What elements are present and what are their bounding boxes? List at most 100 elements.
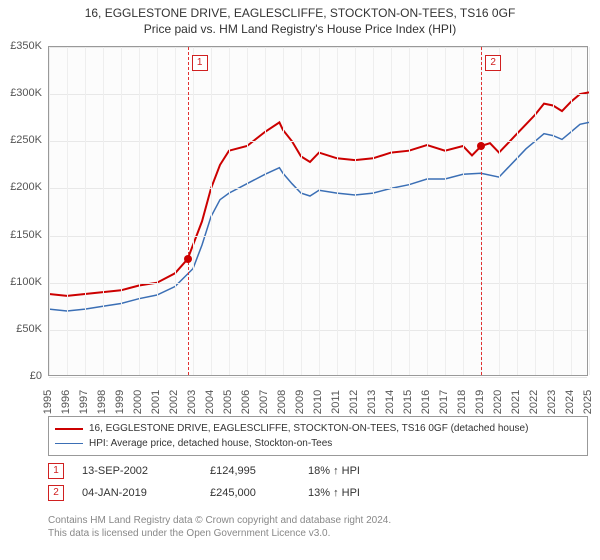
gridline-v [193, 47, 194, 375]
sale-date: 04-JAN-2019 [82, 487, 192, 499]
y-axis-label: £250K [10, 134, 42, 146]
x-axis-label: 2013 [366, 390, 378, 414]
y-axis-label: £150K [10, 229, 42, 241]
gridline-v [589, 47, 590, 375]
x-axis-label: 2015 [402, 390, 414, 414]
x-axis-label: 2017 [438, 390, 450, 414]
gridline-h [49, 188, 587, 189]
x-axis-label: 2016 [420, 390, 432, 414]
gridline-v [265, 47, 266, 375]
gridline-v [337, 47, 338, 375]
sale-row: 2 04-JAN-2019 £245,000 13% ↑ HPI [48, 482, 588, 504]
sale-row-marker: 2 [48, 485, 64, 501]
gridline-v [49, 47, 50, 375]
x-axis-label: 2018 [456, 390, 468, 414]
x-axis-label: 2004 [204, 390, 216, 414]
sales-table: 1 13-SEP-2002 £124,995 18% ↑ HPI 2 04-JAN-201… [48, 460, 588, 504]
y-axis-label: £350K [10, 40, 42, 52]
title-address: 16, EGGLESTONE DRIVE, EAGLESCLIFFE, STOC… [10, 6, 590, 20]
gridline-v [463, 47, 464, 375]
chart-title-block: 16, EGGLESTONE DRIVE, EAGLESCLIFFE, STOC… [0, 0, 600, 38]
gridline-v [121, 47, 122, 375]
x-axis-label: 2009 [294, 390, 306, 414]
sale-price: £124,995 [210, 465, 290, 477]
y-axis-label: £0 [30, 370, 42, 382]
gridline-h [49, 283, 587, 284]
plot-region: 12 [48, 46, 588, 376]
footer-line2: This data is licensed under the Open Gov… [48, 527, 588, 540]
gridline-v [445, 47, 446, 375]
gridline-v [67, 47, 68, 375]
x-axis-label: 2022 [528, 390, 540, 414]
legend-swatch [55, 443, 83, 444]
legend-swatch [55, 428, 83, 430]
x-axis-label: 2023 [546, 390, 558, 414]
gridline-v [409, 47, 410, 375]
x-axis-label: 2002 [168, 390, 180, 414]
gridline-v [139, 47, 140, 375]
gridline-v [85, 47, 86, 375]
gridline-v [535, 47, 536, 375]
gridline-v [499, 47, 500, 375]
gridline-v [517, 47, 518, 375]
y-axis-label: £200K [10, 181, 42, 193]
x-axis-label: 2003 [186, 390, 198, 414]
x-axis-label: 2024 [564, 390, 576, 414]
x-axis-label: 2011 [330, 390, 342, 414]
y-axis-label: £50K [16, 323, 42, 335]
x-axis-label: 2005 [222, 390, 234, 414]
gridline-h [49, 141, 587, 142]
sale-marker-box: 1 [192, 55, 208, 71]
gridline-v [103, 47, 104, 375]
sale-row-marker: 1 [48, 463, 64, 479]
gridline-h [49, 47, 587, 48]
sale-pct: 13% ↑ HPI [308, 487, 408, 499]
sale-marker-dot [184, 255, 192, 263]
x-axis-label: 2008 [276, 390, 288, 414]
title-subtitle: Price paid vs. HM Land Registry's House … [10, 22, 590, 36]
gridline-v [319, 47, 320, 375]
legend-label: 16, EGGLESTONE DRIVE, EAGLESCLIFFE, STOC… [89, 423, 528, 434]
gridline-v [373, 47, 374, 375]
x-axis-label: 1999 [114, 390, 126, 414]
legend-label: HPI: Average price, detached house, Stoc… [89, 438, 332, 449]
gridline-v [157, 47, 158, 375]
x-axis-label: 2019 [474, 390, 486, 414]
gridline-v [391, 47, 392, 375]
gridline-h [49, 377, 587, 378]
x-axis-label: 1995 [42, 390, 54, 414]
gridline-h [49, 236, 587, 237]
x-axis-label: 1998 [96, 390, 108, 414]
gridline-h [49, 330, 587, 331]
sale-marker-box: 2 [485, 55, 501, 71]
sale-marker-dot [477, 142, 485, 150]
gridline-v [571, 47, 572, 375]
legend-row: 16, EGGLESTONE DRIVE, EAGLESCLIFFE, STOC… [55, 421, 581, 436]
gridline-v [355, 47, 356, 375]
gridline-v [175, 47, 176, 375]
gridline-h [49, 94, 587, 95]
x-axis-label: 2014 [384, 390, 396, 414]
y-axis-label: £300K [10, 87, 42, 99]
gridline-v [211, 47, 212, 375]
x-axis-label: 2000 [132, 390, 144, 414]
gridline-v [553, 47, 554, 375]
legend-row: HPI: Average price, detached house, Stoc… [55, 436, 581, 451]
chart-area: 12 £0£50K£100K£150K£200K£250K£300K£350K1… [48, 46, 588, 376]
x-axis-label: 2006 [240, 390, 252, 414]
sale-pct: 18% ↑ HPI [308, 465, 408, 477]
x-axis-label: 1996 [60, 390, 72, 414]
sale-marker-line [481, 47, 482, 375]
gridline-v [229, 47, 230, 375]
sale-row: 1 13-SEP-2002 £124,995 18% ↑ HPI [48, 460, 588, 482]
sale-date: 13-SEP-2002 [82, 465, 192, 477]
sale-price: £245,000 [210, 487, 290, 499]
x-axis-label: 2010 [312, 390, 324, 414]
x-axis-label: 2012 [348, 390, 360, 414]
y-axis-label: £100K [10, 276, 42, 288]
footer-line1: Contains HM Land Registry data © Crown c… [48, 514, 588, 527]
x-axis-label: 1997 [78, 390, 90, 414]
x-axis-label: 2025 [582, 390, 594, 414]
x-axis-label: 2020 [492, 390, 504, 414]
x-axis-label: 2001 [150, 390, 162, 414]
